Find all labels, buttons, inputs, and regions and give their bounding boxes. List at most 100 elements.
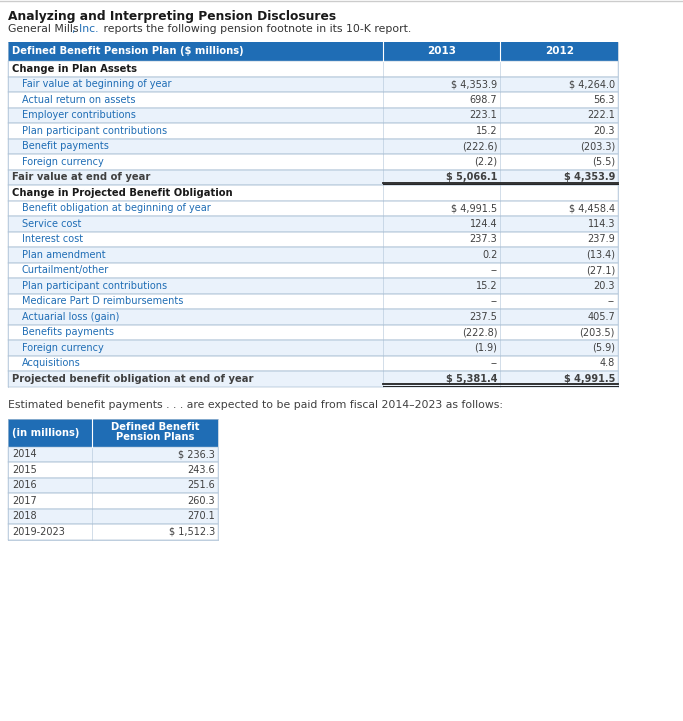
Text: (2.2): (2.2) [474, 156, 497, 167]
Text: 237.3: 237.3 [469, 234, 497, 244]
Text: 260.3: 260.3 [187, 496, 215, 505]
Text: Fair value at beginning of year: Fair value at beginning of year [22, 79, 171, 89]
Text: (27.1): (27.1) [586, 265, 615, 275]
Text: $ 4,991.5: $ 4,991.5 [563, 373, 615, 384]
Text: 124.4: 124.4 [470, 218, 497, 229]
Text: $ 5,381.4: $ 5,381.4 [446, 373, 497, 384]
Text: 698.7: 698.7 [470, 94, 497, 105]
Bar [8, 508, 218, 524]
Text: --: -- [608, 296, 615, 306]
Text: 2018: 2018 [12, 511, 37, 521]
Text: $ 1,512.3: $ 1,512.3 [169, 527, 215, 536]
Text: 2017: 2017 [12, 496, 37, 505]
Bar [8, 446, 218, 462]
Text: Plan participant contributions: Plan participant contributions [22, 280, 167, 291]
Text: Estimated benefit payments . . . are expected to be paid from fiscal 2014–2023 a: Estimated benefit payments . . . are exp… [8, 400, 503, 410]
Text: 2014: 2014 [12, 449, 37, 459]
Bar [8, 169, 618, 185]
Text: 2016: 2016 [12, 480, 37, 490]
Text: Employer contributions: Employer contributions [22, 110, 136, 120]
Text: Service cost: Service cost [22, 218, 81, 229]
Bar [8, 524, 218, 539]
Text: 20.3: 20.3 [594, 280, 615, 291]
Bar [8, 76, 618, 92]
Text: 2015: 2015 [12, 465, 37, 474]
Text: 251.6: 251.6 [187, 480, 215, 490]
Bar [8, 293, 618, 309]
Text: , Inc.: , Inc. [72, 24, 98, 34]
Text: 0.2: 0.2 [482, 249, 497, 260]
Text: Plan participant contributions: Plan participant contributions [22, 125, 167, 136]
Text: Change in Plan Assets: Change in Plan Assets [12, 63, 137, 74]
Text: $ 4,991.5: $ 4,991.5 [451, 203, 497, 213]
Text: (203.5): (203.5) [580, 327, 615, 337]
Text: 20.3: 20.3 [594, 125, 615, 136]
Bar [8, 462, 218, 477]
Text: 15.2: 15.2 [475, 125, 497, 136]
Bar [8, 200, 618, 216]
Text: reports the following pension footnote in its 10-K report.: reports the following pension footnote i… [100, 24, 411, 34]
Text: Medicare Part D reimbursements: Medicare Part D reimbursements [22, 296, 183, 306]
Text: Pension Plans: Pension Plans [116, 433, 194, 443]
Text: $ 4,353.9: $ 4,353.9 [451, 79, 497, 89]
Text: Change in Projected Benefit Obligation: Change in Projected Benefit Obligation [12, 187, 233, 198]
Text: 2012: 2012 [544, 46, 574, 56]
Bar [8, 418, 218, 446]
Text: (222.6): (222.6) [462, 141, 497, 151]
Bar [8, 493, 218, 508]
Bar [8, 42, 618, 61]
Text: Acquisitions: Acquisitions [22, 358, 81, 368]
Text: (1.9): (1.9) [475, 342, 497, 353]
Text: (13.4): (13.4) [586, 249, 615, 260]
Bar [8, 262, 618, 278]
Bar [8, 185, 618, 200]
Bar [8, 92, 618, 107]
Text: Projected benefit obligation at end of year: Projected benefit obligation at end of y… [12, 373, 253, 384]
Text: $ 4,264.0: $ 4,264.0 [569, 79, 615, 89]
Bar [8, 324, 618, 340]
Text: $ 4,353.9: $ 4,353.9 [563, 172, 615, 182]
Text: $ 5,066.1: $ 5,066.1 [446, 172, 497, 182]
Text: --: -- [490, 296, 497, 306]
Bar [8, 371, 618, 386]
Text: Plan amendment: Plan amendment [22, 249, 106, 260]
Text: 15.2: 15.2 [475, 280, 497, 291]
Text: --: -- [490, 358, 497, 368]
Text: Foreign currency: Foreign currency [22, 342, 104, 353]
Text: Analyzing and Interpreting Pension Disclosures: Analyzing and Interpreting Pension Discl… [8, 10, 336, 23]
Text: 4.8: 4.8 [600, 358, 615, 368]
Bar [8, 309, 618, 324]
Text: Benefits payments: Benefits payments [22, 327, 114, 337]
Text: (222.8): (222.8) [462, 327, 497, 337]
Bar [8, 138, 618, 154]
Bar [8, 61, 618, 76]
Bar [8, 154, 618, 169]
Text: 2019-2023: 2019-2023 [12, 527, 65, 536]
Text: 270.1: 270.1 [187, 511, 215, 521]
Text: Actual return on assets: Actual return on assets [22, 94, 135, 105]
Bar [8, 107, 618, 123]
Text: Defined Benefit: Defined Benefit [111, 423, 199, 433]
Text: --: -- [490, 265, 497, 275]
Text: Fair value at end of year: Fair value at end of year [12, 172, 150, 182]
Bar [8, 123, 618, 138]
Text: 223.1: 223.1 [469, 110, 497, 120]
Text: (in millions): (in millions) [12, 428, 79, 438]
Text: 237.5: 237.5 [469, 311, 497, 322]
Text: 222.1: 222.1 [587, 110, 615, 120]
Text: Defined Benefit Pension Plan ($ millions): Defined Benefit Pension Plan ($ millions… [12, 46, 244, 56]
Text: 2013: 2013 [427, 46, 456, 56]
Text: General Mills: General Mills [8, 24, 79, 34]
Text: Foreign currency: Foreign currency [22, 156, 104, 167]
Text: 56.3: 56.3 [594, 94, 615, 105]
Text: 114.3: 114.3 [587, 218, 615, 229]
Bar [8, 355, 618, 371]
Text: Actuarial loss (gain): Actuarial loss (gain) [22, 311, 120, 322]
Text: (203.3): (203.3) [580, 141, 615, 151]
Text: Curtailment/other: Curtailment/other [22, 265, 109, 275]
Bar [8, 216, 618, 231]
Text: $ 4,458.4: $ 4,458.4 [569, 203, 615, 213]
Text: (5.9): (5.9) [592, 342, 615, 353]
Text: Benefit obligation at beginning of year: Benefit obligation at beginning of year [22, 203, 211, 213]
Bar [8, 477, 218, 493]
